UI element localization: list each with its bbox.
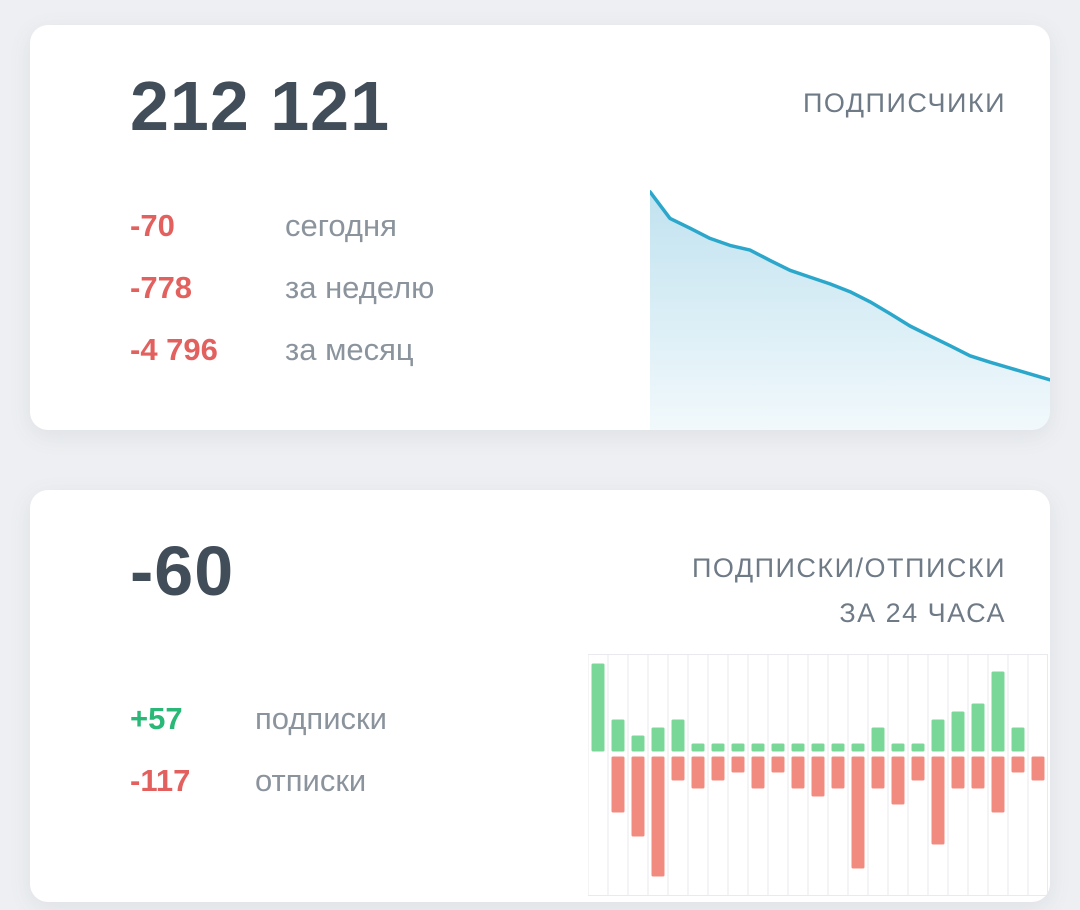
stat-row-subscriptions: +57 подписки bbox=[130, 688, 387, 750]
unsubs-bar bbox=[831, 756, 845, 789]
subs-bar bbox=[991, 671, 1005, 752]
unsubs-bar bbox=[771, 756, 785, 773]
daily-card-title-line2: ЗА 24 ЧАСА bbox=[839, 598, 1006, 628]
subs-bar bbox=[591, 663, 605, 752]
daily-stats: +57 подписки -117 отписки bbox=[130, 688, 387, 812]
subs-bar bbox=[751, 743, 765, 752]
unsubscriptions-label: отписки bbox=[255, 763, 367, 798]
unsubs-bar bbox=[931, 756, 945, 845]
stat-row-today: -70 сегодня bbox=[130, 195, 434, 257]
subs-bar bbox=[651, 727, 665, 752]
trend-area-fill bbox=[650, 191, 1050, 430]
stat-row-week: -778 за неделю bbox=[130, 257, 434, 319]
subs-bar bbox=[791, 743, 805, 752]
subs-bar bbox=[771, 743, 785, 752]
trend-line bbox=[650, 190, 1050, 382]
unsubs-bar bbox=[951, 756, 965, 789]
unsubs-bar bbox=[991, 756, 1005, 813]
unsubs-bar bbox=[731, 756, 745, 773]
subs-bar bbox=[691, 743, 705, 752]
daily-card-title: ПОДПИСКИ/ОТПИСКИ ЗА 24 ЧАСА bbox=[692, 546, 1006, 636]
subs-bar bbox=[831, 743, 845, 752]
subscriptions-label: подписки bbox=[255, 701, 387, 736]
subs-bar bbox=[1011, 727, 1025, 752]
subs-bar bbox=[611, 719, 625, 752]
subs-bar bbox=[891, 743, 905, 752]
unsubs-bar bbox=[611, 756, 625, 813]
stat-row-month: -4 796 за месяц bbox=[130, 319, 434, 381]
subs-bar bbox=[951, 711, 965, 752]
subs-bar bbox=[671, 719, 685, 752]
unsubscriptions-value: -117 bbox=[130, 763, 191, 798]
unsubs-bar bbox=[751, 756, 765, 789]
unsubs-bar bbox=[1031, 756, 1045, 781]
unsubs-bar bbox=[651, 756, 665, 877]
subs-bar bbox=[871, 727, 885, 752]
today-change-label: сегодня bbox=[285, 208, 397, 243]
unsubs-bar bbox=[631, 756, 645, 837]
daily-net-total: -60 bbox=[130, 532, 235, 610]
unsubs-bar bbox=[791, 756, 805, 789]
subscriptions-value: +57 bbox=[130, 701, 183, 736]
unsubs-bar bbox=[891, 756, 905, 805]
month-change-label: за месяц bbox=[285, 332, 414, 367]
subs-bar bbox=[931, 719, 945, 752]
unsubs-bar bbox=[1011, 756, 1025, 773]
subs-bar bbox=[731, 743, 745, 752]
unsubs-bar bbox=[851, 756, 865, 869]
subs-bar bbox=[631, 735, 645, 752]
hourly-subs-bar-chart bbox=[588, 654, 1048, 896]
week-change-label: за неделю bbox=[285, 270, 435, 305]
daily-card-title-line1: ПОДПИСКИ/ОТПИСКИ bbox=[692, 553, 1006, 583]
subs-bar bbox=[911, 743, 925, 752]
unsubs-bar bbox=[691, 756, 705, 789]
subscribers-card-title: ПОДПИСЧИКИ bbox=[802, 88, 1006, 118]
stat-row-unsubscriptions: -117 отписки bbox=[130, 750, 387, 812]
subscribers-stats: -70 сегодня -778 за неделю -4 796 за мес… bbox=[130, 195, 434, 381]
daily-subs-card: -60 ПОДПИСКИ/ОТПИСКИ ЗА 24 ЧАСА +57 подп… bbox=[30, 490, 1050, 902]
subs-bar bbox=[971, 703, 985, 752]
subs-bar bbox=[851, 743, 865, 752]
subscribers-total: 212 121 bbox=[130, 67, 391, 145]
today-change-value: -70 bbox=[130, 208, 175, 243]
subs-bar bbox=[811, 743, 825, 752]
subscribers-trend-chart bbox=[650, 190, 1050, 430]
unsubs-bar bbox=[911, 756, 925, 781]
subs-bar bbox=[711, 743, 725, 752]
week-change-value: -778 bbox=[130, 270, 193, 305]
month-change-value: -4 796 bbox=[130, 332, 218, 367]
unsubs-bar bbox=[871, 756, 885, 789]
unsubs-bar bbox=[811, 756, 825, 797]
subscribers-card: 212 121 ПОДПИСЧИКИ -70 сегодня -778 за н… bbox=[30, 25, 1050, 430]
unsubs-bar bbox=[971, 756, 985, 789]
unsubs-bar bbox=[671, 756, 685, 781]
unsubs-bar bbox=[711, 756, 725, 781]
